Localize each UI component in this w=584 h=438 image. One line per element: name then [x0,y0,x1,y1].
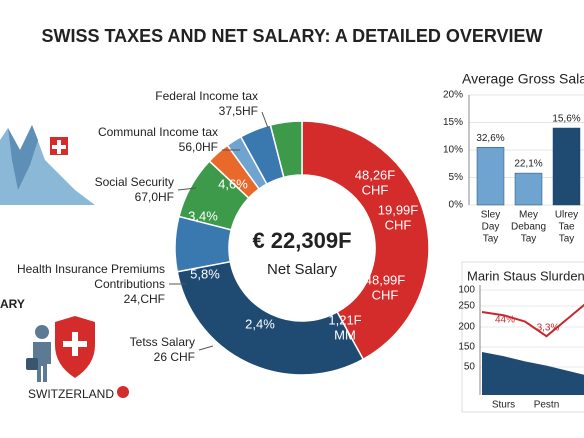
x-tick-label: Sturs [492,400,515,411]
x-tick-label: Tay [559,234,575,245]
segment-label: CHF [362,182,389,197]
x-tick-label: Day [482,222,500,233]
segment-label: 5,8% [190,266,220,281]
line-chart-title: Marin Staus Slurden [467,268,584,283]
small-icon [117,386,129,398]
donut-segment [269,120,303,179]
segment-label: CHF [385,217,412,232]
segment-label: MM [334,327,356,342]
x-tick-label: Tay [521,234,537,245]
segment-label: 48,99F [365,272,406,287]
person-body [33,342,51,382]
bar-chart-title: Average Gross Salarie [462,71,584,87]
callout-label: Tetss Salary [130,335,195,349]
callout-label: Federal Income tax [155,89,258,103]
y-tick-label: 5% [449,172,464,183]
callout-label: 26 CHF [154,350,195,364]
callout-leader [198,345,214,351]
callout-leader [177,187,197,191]
segment-label: 3,4% [188,208,218,223]
x-tick-label: Sley [481,210,500,221]
callout-label: 67,0HF [135,190,174,204]
y-tick-label: 50 [464,362,476,373]
briefcase [26,358,38,370]
bar-annotation: 15,6% [552,114,580,125]
line-annotation: 44% [495,315,515,326]
segment-label: CHF [372,287,399,302]
center-value: € 22,309F [252,228,351,253]
shield-cross [63,332,87,356]
title: SWISS TAXES AND NET SALARY: A DETAILED O… [41,26,542,46]
x-tick-label: Mey [519,210,538,221]
y-tick-label: 200 [458,322,475,333]
bar [476,147,505,206]
donut-segment [176,260,365,376]
callout-label: Social Security [95,175,174,189]
x-tick-label: Tae [558,222,575,233]
y-tick-label: 0% [449,200,464,211]
y-tick-label: 20% [443,90,463,101]
area [482,351,584,395]
x-tick-label: Pestn [534,400,560,411]
callout-label: Health Insurance Premiums [17,262,165,276]
segment-label: 1,21F [328,312,361,327]
flag-cross [52,140,66,154]
callout-label: Contributions [94,277,165,291]
country-label: SWITZERLAND [28,387,114,401]
person-head [35,325,49,339]
line-annotation: 3,3% [537,323,560,334]
bar [552,127,581,206]
bar-annotation: 32,6% [476,133,504,144]
mountain-shade [8,125,38,190]
y-tick-label: 15% [443,117,463,128]
donut-segment [301,120,430,361]
y-tick-label: 10% [443,145,463,156]
x-tick-label: Debang [511,222,546,233]
y-tick-label: 250 [458,301,475,312]
segment-label: 4,6% [218,176,248,191]
partial-label: ARY [0,297,25,311]
segment-label: 2,4% [245,316,275,331]
segment-label: 48,26F [355,167,396,182]
segment-label: 19,99F [378,202,419,217]
x-tick-label: Ulrey [555,210,578,221]
bar-annotation: 22,1% [514,159,542,170]
bar [514,172,543,206]
center-label: Net Salary [267,261,338,278]
callout-label: Communal Income tax [98,125,218,139]
callout-label: 56,0HF [179,140,218,154]
y-tick-label: 150 [458,342,475,353]
line [481,303,584,338]
callout-label: 24,CHF [124,292,165,306]
y-tick-label: 100 [458,285,475,296]
callout-leader [261,111,269,129]
callout-label: 37,5HF [219,104,258,118]
x-tick-label: Tay [483,234,499,245]
